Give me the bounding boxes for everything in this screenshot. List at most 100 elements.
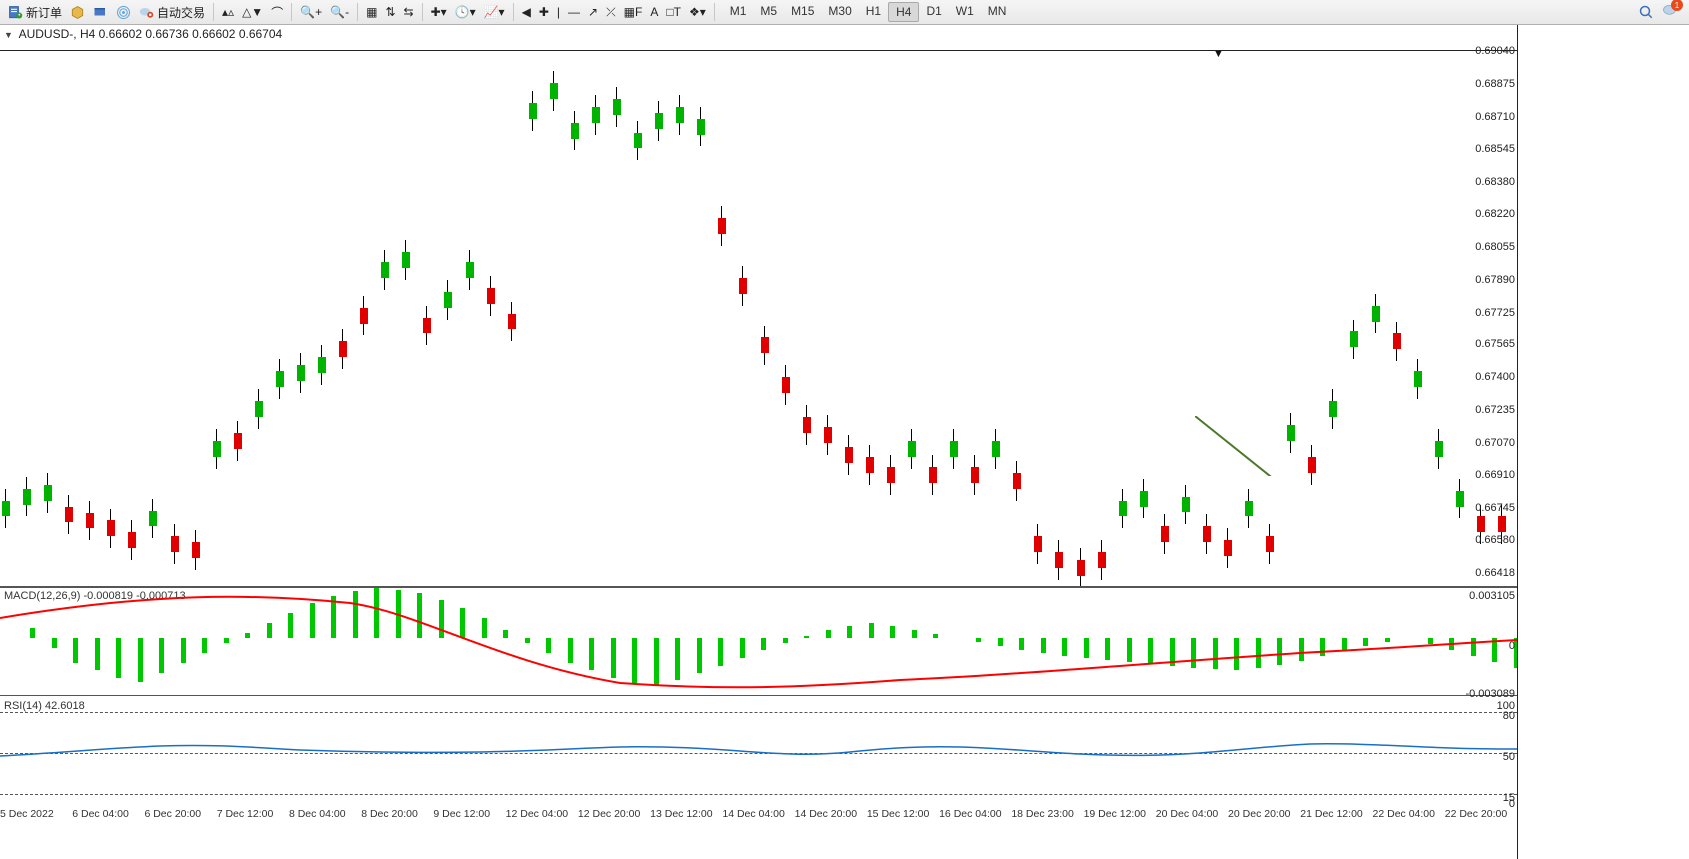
chat-icon[interactable]: 1 [1662, 3, 1677, 21]
crosshair-tool[interactable]: ✚ [535, 1, 553, 24]
chart-style-dropdown[interactable]: 📈▾ [480, 1, 509, 24]
rsi-indicator-panel[interactable]: RSI(14) 42.6018 100 80 50 15 0 [0, 698, 1517, 808]
timeframe-selector[interactable]: M1 M5 M15 M30 H1 H4 D1 W1 MN [723, 2, 1014, 22]
price-axis-tick: 0.68380 [1475, 176, 1515, 188]
date-axis-label: 14 Dec 20:00 [795, 808, 857, 820]
price-axis-tick: 0.67070 [1475, 437, 1515, 449]
ohlc-high: 0.66736 [145, 27, 188, 41]
symbol-ohlc-header: ▼ AUDUSD-, H4 0.66602 0.66736 0.66602 0.… [4, 27, 282, 41]
trendline-tool[interactable]: ↗ [584, 1, 602, 24]
date-axis-label: 13 Dec 12:00 [650, 808, 712, 820]
price-axis-tick: 0.66418 [1475, 567, 1515, 579]
price-axis-tick: 0.66580 [1475, 534, 1515, 546]
search-icon[interactable] [1635, 1, 1658, 24]
tf-W1[interactable]: W1 [949, 2, 981, 22]
mt-trading-platform-window: 新订单 自动交易 ▴▵ △▼ ⌒ 🔍+ 🔍- ▦ ⇅ ⇆ ✚▾ 🕓▾ 📈▾ ◀ [0, 0, 1689, 859]
date-axis-label: 9 Dec 12:00 [433, 808, 490, 820]
ohlc-low: 0.66602 [192, 27, 235, 41]
rsi-value-line [0, 698, 1517, 808]
macd-indicator-panel[interactable]: MACD(12,26,9) -0.000819 -0.000713 0.0031… [0, 586, 1517, 696]
price-axis-tick: 0.68875 [1475, 78, 1515, 90]
zoom-in-button[interactable]: 🔍+ [296, 1, 326, 24]
date-axis-label: 6 Dec 04:00 [72, 808, 129, 820]
rsi-y-tick-50: 50 [1503, 751, 1515, 763]
date-axis-label: 5 Dec 2022 [0, 808, 54, 820]
object-list-dropdown[interactable]: ❖▾ [685, 1, 710, 24]
history-chart-icon[interactable]: ▴▵ [218, 1, 238, 24]
price-axis-tick: 0.69040 [1475, 45, 1515, 57]
fibonacci-tool[interactable]: ⤫ [602, 1, 620, 24]
macd-y-tick-top: 0.003105 [1469, 590, 1515, 602]
vertical-line-tool[interactable]: | [553, 1, 564, 24]
chat-notification-count: 1 [1671, 0, 1683, 11]
price-axis-tick: 0.68220 [1475, 208, 1515, 220]
mail-icon[interactable] [89, 1, 112, 24]
date-axis-label: 16 Dec 04:00 [939, 808, 1001, 820]
price-axis-tick: 0.66910 [1475, 469, 1515, 481]
auto-trading-button[interactable]: 自动交易 [135, 1, 209, 24]
date-axis-label: 14 Dec 04:00 [722, 808, 784, 820]
tf-M1[interactable]: M1 [723, 2, 754, 22]
tf-M15[interactable]: M15 [784, 2, 821, 22]
period-label: H4 [80, 27, 95, 41]
signal-icon[interactable] [112, 1, 135, 24]
tf-D1[interactable]: D1 [919, 2, 948, 22]
price-axis-tick: 0.67565 [1475, 338, 1515, 350]
cursor-tool[interactable]: ◀ [518, 1, 535, 24]
curve-icon[interactable]: ⌒ [267, 1, 287, 24]
date-axis-label: 8 Dec 04:00 [289, 808, 346, 820]
macd-signal-line [0, 588, 1517, 695]
price-axis-tick: 0.68545 [1475, 143, 1515, 155]
date-axis-label: 20 Dec 20:00 [1228, 808, 1290, 820]
symbol-label: AUDUSD- [19, 27, 74, 41]
trend-arrow-annotation[interactable] [1195, 416, 1305, 476]
tf-H1[interactable]: H1 [859, 2, 888, 22]
tf-H4[interactable]: H4 [888, 2, 919, 22]
clock-dropdown[interactable]: 🕓▾ [451, 1, 480, 24]
price-axis-tick: 0.67400 [1475, 371, 1515, 383]
main-toolbar: 新订单 自动交易 ▴▵ △▼ ⌒ 🔍+ 🔍- ▦ ⇅ ⇆ ✚▾ 🕓▾ 📈▾ ◀ [0, 0, 1689, 25]
date-axis-label: 15 Dec 12:00 [867, 808, 929, 820]
columns-view-icon[interactable]: ⇆ [400, 1, 418, 24]
price-axis-tick: 0.67235 [1475, 404, 1515, 416]
rows-view-icon[interactable]: ⇅ [381, 1, 399, 24]
rsi-y-tick-80: 80 [1503, 710, 1515, 722]
new-order-button[interactable]: 新订单 [4, 1, 66, 24]
price-axis-tick: 0.66745 [1475, 502, 1515, 514]
price-axis-tick: 0.67725 [1475, 307, 1515, 319]
new-item-dropdown[interactable]: ✚▾ [427, 1, 451, 24]
rectangle-tool[interactable]: ▦F [620, 1, 647, 24]
date-axis-label: 8 Dec 20:00 [361, 808, 418, 820]
ohlc-close: 0.66704 [239, 27, 282, 41]
time-zoom-icon[interactable]: △▼ [238, 1, 267, 24]
price-axis-tick: 0.68710 [1475, 111, 1515, 123]
zoom-out-button[interactable]: 🔍- [326, 1, 353, 24]
alert-icon[interactable] [66, 1, 89, 24]
text-box-tool[interactable]: □T [662, 1, 685, 24]
tf-M30[interactable]: M30 [821, 2, 858, 22]
price-axis-tick: 0.68055 [1475, 241, 1515, 253]
right-price-scale[interactable] [1517, 25, 1689, 859]
date-axis-label: 20 Dec 04:00 [1156, 808, 1218, 820]
tf-MN[interactable]: MN [981, 2, 1014, 22]
date-axis-label: 18 Dec 23:00 [1011, 808, 1073, 820]
table-view-icon[interactable]: ▦ [362, 1, 381, 24]
text-tool[interactable]: A [646, 1, 662, 24]
date-axis-label: 19 Dec 12:00 [1084, 808, 1146, 820]
date-axis-label: 12 Dec 20:00 [578, 808, 640, 820]
candlestick-plot-area[interactable]: 0.67093 0.66944 0.66785 0.66704 0.66552 … [0, 50, 1517, 605]
tf-M5[interactable]: M5 [753, 2, 784, 22]
auto-trading-label: 自动交易 [157, 4, 205, 21]
date-axis-label: 7 Dec 12:00 [217, 808, 274, 820]
date-axis-labels: 5 Dec 2022 6 Dec 04:00 6 Dec 20:00 7 Dec 12… [0, 808, 1517, 823]
date-axis-label: 12 Dec 04:00 [506, 808, 568, 820]
date-axis-label: 22 Dec 04:00 [1373, 808, 1435, 820]
date-axis-label: 6 Dec 20:00 [144, 808, 201, 820]
date-axis-label: 21 Dec 12:00 [1300, 808, 1362, 820]
ohlc-open: 0.66602 [99, 27, 142, 41]
horizontal-line-tool[interactable]: — [564, 1, 584, 24]
macd-y-tick-mid: 0 [1509, 640, 1515, 652]
date-axis-label: 22 Dec 20:00 [1445, 808, 1507, 820]
price-axis-tick: 0.67890 [1475, 274, 1515, 286]
chart-canvas[interactable]: ▼ AUDUSD-, H4 0.66602 0.66736 0.66602 0.… [0, 25, 1689, 859]
